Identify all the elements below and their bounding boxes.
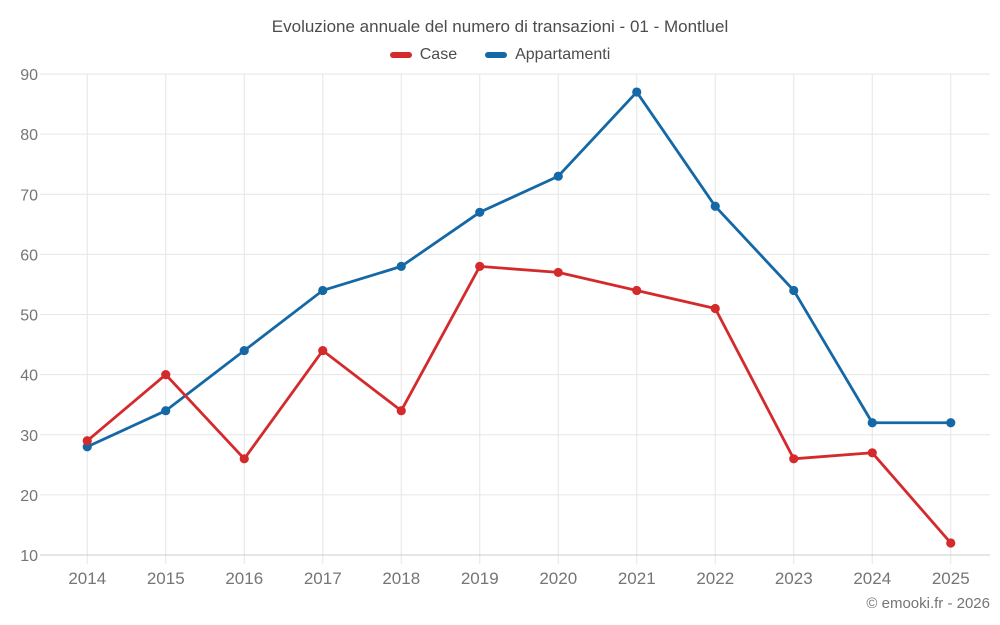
data-point-appartamenti-2017[interactable] [318,285,328,296]
data-point-appartamenti-2020[interactable] [553,171,563,181]
data-point-appartamenti-2018[interactable] [396,261,406,271]
legend-swatch-appartamenti [485,52,508,58]
data-point-appartamenti-2016[interactable] [239,345,249,356]
legend-label-appartamenti: Appartamenti [515,46,611,63]
y-tick-label: 20 [20,488,38,505]
series-line-case [85,264,953,545]
legend-item-case[interactable]: Case [389,46,458,64]
data-point-appartamenti-2015[interactable] [161,406,171,416]
data-point-case-2014[interactable] [82,436,92,446]
legend-item-appartamenti[interactable]: Appartamenti [485,46,610,64]
data-point-case-2023[interactable] [789,454,799,464]
x-tick-label: 2024 [853,569,891,588]
y-tick-label: 90 [20,67,38,84]
y-tick-label: 50 [20,308,38,325]
data-point-appartamenti-2024[interactable] [867,418,877,428]
chart-title: Evoluzione annuale del numero di transaz… [271,17,729,36]
data-point-case-2018[interactable] [396,406,406,416]
data-point-appartamenti-2022[interactable] [710,201,720,211]
copyright-footer: © emooki.fr - 2026 [866,595,990,612]
x-tick-label: 2020 [539,569,577,588]
data-point-appartamenti-2019[interactable] [475,207,485,217]
x-tick-label: 2014 [68,569,106,588]
x-tick-label: 2017 [304,569,342,588]
data-point-case-2019[interactable] [475,261,485,271]
legend-label-case: Case [419,46,458,63]
y-tick-label: 70 [20,187,38,204]
x-tick-label: 2019 [461,569,499,588]
data-point-case-2017[interactable] [318,345,328,356]
x-tick-label: 2023 [775,569,813,588]
data-point-case-2020[interactable] [553,267,563,278]
y-tick-label: 40 [20,368,38,385]
y-tick-label: 80 [20,127,38,144]
data-point-appartamenti-2025[interactable] [946,418,956,428]
x-tick-label: 2018 [382,569,420,588]
x-tick-label: 2016 [225,569,263,588]
data-point-case-2025[interactable] [946,538,956,548]
data-point-case-2021[interactable] [632,285,642,296]
x-tick-label: 2021 [618,569,656,588]
data-point-case-2015[interactable] [161,370,171,380]
y-tick-label: 60 [20,247,38,264]
data-point-case-2016[interactable] [239,454,249,464]
y-tick-label: 10 [20,548,38,565]
data-point-case-2022[interactable] [710,303,720,314]
data-point-appartamenti-2023[interactable] [789,285,799,296]
series-line-appartamenti [85,90,953,449]
data-point-appartamenti-2021[interactable] [632,87,642,97]
x-tick-label: 2022 [696,569,734,588]
data-point-case-2024[interactable] [867,448,877,458]
chart-legend: Case Appartamenti [0,46,1000,64]
legend-swatch-case [389,52,412,58]
y-tick-label: 30 [20,428,38,445]
x-tick-label: 2015 [147,569,185,588]
x-tick-label: 2025 [932,569,970,588]
